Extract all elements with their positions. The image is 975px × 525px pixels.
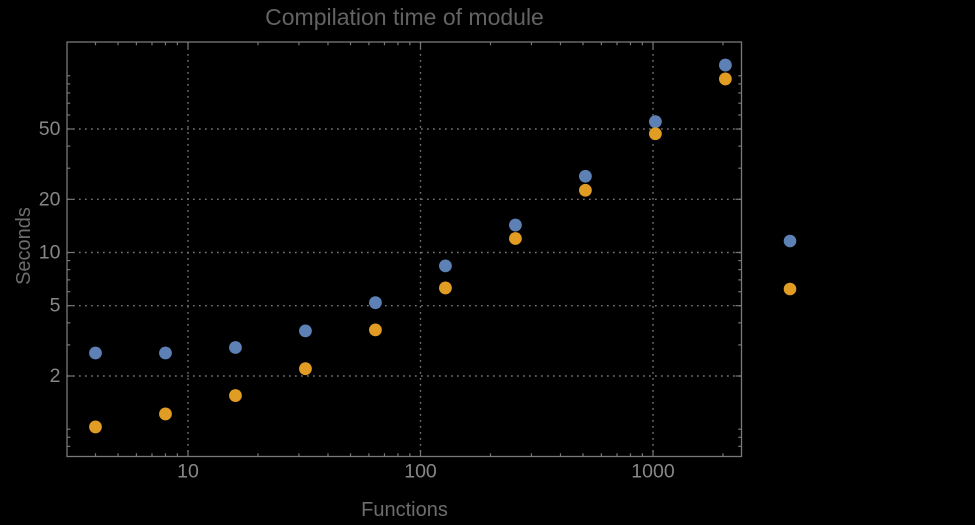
- data-point-series-2: [579, 183, 592, 197]
- legend-marker-series-1: [783, 234, 797, 248]
- data-point-series-1: [229, 341, 242, 354]
- plot-frame: [66, 41, 743, 458]
- y-axis-label: Seconds: [13, 207, 35, 285]
- data-point-series-2: [509, 232, 522, 245]
- data-point-series-1: [159, 346, 172, 360]
- x-tick-label: 1000: [631, 461, 675, 483]
- data-point-series-1: [718, 58, 732, 72]
- data-point-series-1: [579, 169, 592, 183]
- chart-title: Compilation time of module: [265, 4, 544, 30]
- data-point-series-1: [439, 259, 452, 273]
- legend-marker-series-2: [783, 282, 797, 296]
- data-point-series-2: [229, 389, 242, 402]
- y-tick-label: 2: [50, 365, 61, 387]
- data-point-series-1: [648, 115, 662, 129]
- data-point-series-1: [89, 346, 102, 360]
- data-point-series-2: [369, 323, 382, 337]
- x-tick-label: 100: [404, 461, 437, 483]
- data-point-series-2: [439, 281, 452, 295]
- data-point-series-2: [89, 420, 102, 434]
- y-tick-label: 50: [39, 118, 61, 140]
- data-point-series-2: [648, 127, 662, 141]
- x-tick-label: 10: [177, 461, 199, 483]
- data-point-series-2: [718, 72, 732, 86]
- data-point-series-2: [299, 362, 312, 376]
- y-tick-label: 5: [50, 295, 61, 317]
- x-axis-label: Functions: [361, 499, 448, 521]
- y-tick-label: 20: [39, 188, 61, 210]
- data-point-series-1: [299, 324, 312, 338]
- data-point-series-2: [159, 407, 172, 421]
- y-tick-label: 10: [39, 242, 61, 264]
- data-point-series-1: [369, 296, 382, 310]
- data-point-series-1: [509, 218, 522, 232]
